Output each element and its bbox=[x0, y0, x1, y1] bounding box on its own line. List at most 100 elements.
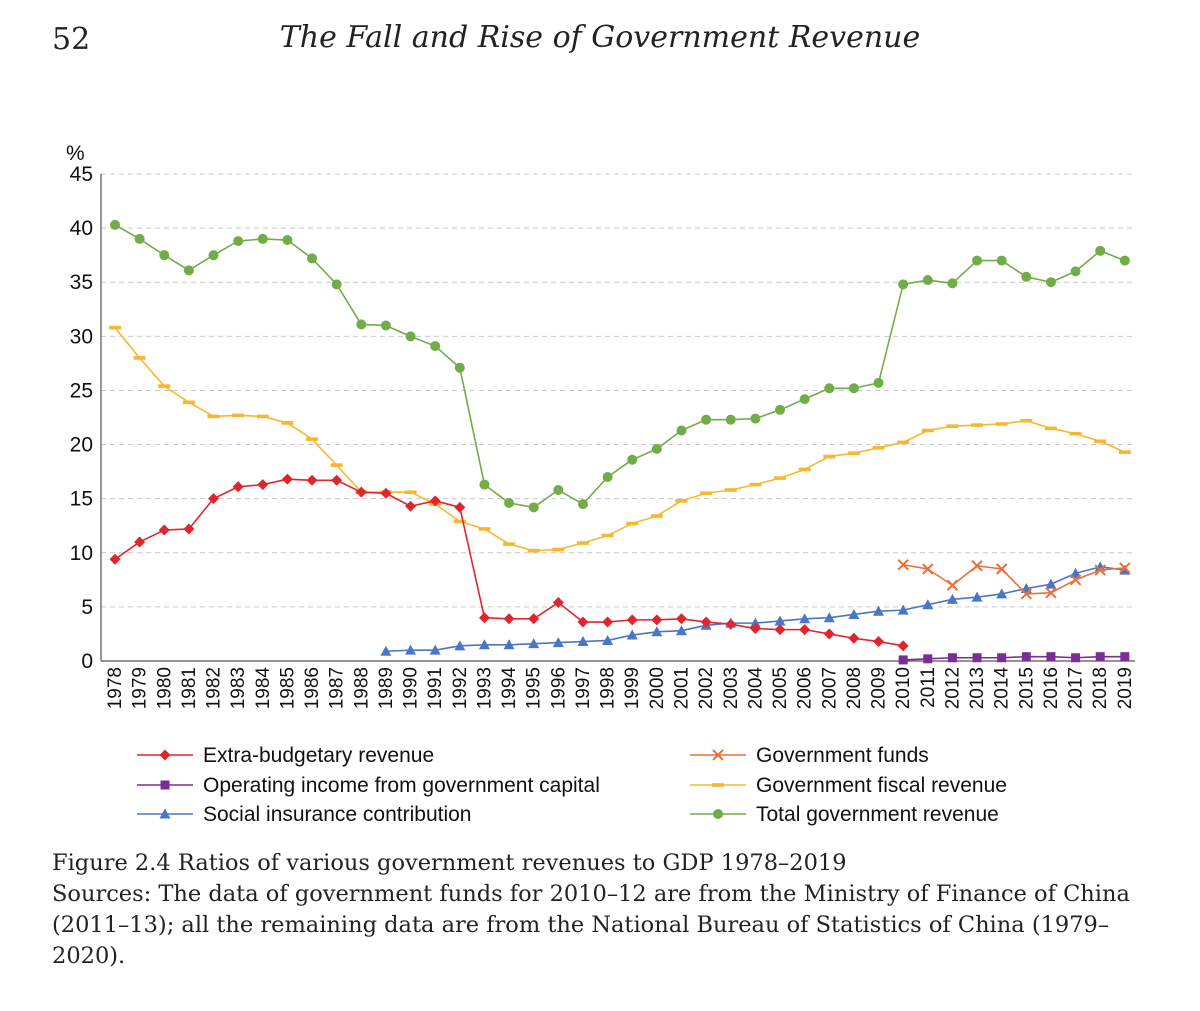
data-point bbox=[701, 414, 712, 425]
data-point bbox=[1119, 255, 1130, 266]
series-operating-income-from-government-capital bbox=[898, 652, 1130, 665]
data-point bbox=[182, 400, 195, 405]
data-point bbox=[1120, 652, 1130, 662]
data-point bbox=[774, 624, 786, 636]
y-tick-label: 45 bbox=[70, 163, 93, 186]
data-point bbox=[504, 497, 515, 508]
legend-item: Operating income from government capital bbox=[137, 774, 600, 797]
x-tick-label: 2001 bbox=[671, 667, 692, 709]
x-tick-label: 2011 bbox=[918, 667, 939, 708]
data-point bbox=[1046, 652, 1056, 662]
running-title: The Fall and Rise of Government Revenue bbox=[279, 20, 921, 55]
data-point bbox=[307, 253, 318, 264]
data-point bbox=[799, 613, 811, 624]
x-tick-label: 1985 bbox=[277, 667, 298, 709]
data-point bbox=[675, 499, 688, 503]
legend-label: Total government revenue bbox=[756, 803, 999, 826]
legend-item: Government funds bbox=[690, 744, 929, 767]
legend: Extra-budgetary revenue Operating income … bbox=[137, 744, 1007, 826]
data-point bbox=[405, 500, 417, 512]
x-tick-label: 1980 bbox=[154, 667, 175, 709]
legend-marker bbox=[712, 749, 724, 761]
data-point bbox=[478, 612, 490, 624]
data-point bbox=[774, 615, 786, 626]
data-point bbox=[971, 423, 984, 427]
x-tick-label: 2005 bbox=[770, 667, 791, 709]
data-point bbox=[725, 618, 737, 630]
data-point bbox=[1044, 426, 1057, 431]
data-point bbox=[281, 421, 294, 425]
x-tick-label: 2000 bbox=[647, 667, 668, 709]
data-point bbox=[208, 493, 220, 505]
data-point bbox=[775, 404, 786, 415]
data-series bbox=[109, 219, 1131, 665]
x-tick-label: 1995 bbox=[524, 667, 545, 709]
data-point bbox=[873, 605, 885, 616]
data-point bbox=[478, 639, 490, 650]
data-point bbox=[972, 255, 983, 266]
data-point bbox=[602, 634, 614, 645]
data-point bbox=[675, 625, 687, 636]
data-point bbox=[356, 319, 367, 330]
data-point bbox=[1094, 439, 1107, 444]
data-point bbox=[601, 533, 614, 538]
data-point bbox=[848, 383, 859, 394]
x-tick-label: 1986 bbox=[302, 667, 323, 709]
data-point bbox=[651, 443, 662, 454]
data-point bbox=[503, 613, 515, 625]
data-point bbox=[922, 599, 934, 610]
data-point bbox=[1095, 652, 1105, 662]
data-point bbox=[553, 485, 564, 496]
legend-label: Extra-budgetary revenue bbox=[203, 744, 434, 767]
data-point bbox=[626, 521, 639, 526]
data-point bbox=[1021, 652, 1031, 662]
data-point bbox=[676, 425, 687, 436]
legend-item: Extra-budgetary revenue bbox=[137, 744, 434, 767]
data-point bbox=[921, 428, 934, 433]
figure-sources: Sources: The data of government funds fo… bbox=[52, 881, 1130, 969]
data-point bbox=[306, 437, 319, 441]
data-point bbox=[873, 636, 885, 648]
data-point bbox=[331, 279, 342, 290]
data-point bbox=[627, 454, 638, 465]
data-point bbox=[405, 644, 417, 655]
data-point bbox=[1045, 277, 1056, 288]
legend-item: Total government revenue bbox=[690, 803, 999, 826]
data-point bbox=[158, 524, 170, 536]
legend-marker bbox=[712, 783, 724, 787]
data-point bbox=[528, 502, 539, 513]
legend-label: Government fiscal revenue bbox=[756, 774, 1007, 797]
data-point bbox=[257, 479, 269, 491]
data-point bbox=[576, 541, 589, 545]
data-point bbox=[750, 413, 761, 424]
data-point bbox=[947, 278, 958, 289]
y-tick-label: 10 bbox=[70, 542, 93, 565]
legend-marker bbox=[159, 749, 171, 761]
data-point bbox=[872, 446, 885, 450]
y-tick-label: 40 bbox=[70, 217, 93, 240]
x-tick-label: 2002 bbox=[696, 667, 717, 709]
data-point bbox=[798, 467, 811, 472]
data-point bbox=[134, 233, 145, 244]
data-point bbox=[724, 488, 737, 492]
data-point bbox=[233, 236, 244, 247]
data-point bbox=[503, 542, 516, 546]
data-point bbox=[602, 472, 613, 483]
y-tick-label: 15 bbox=[70, 488, 93, 511]
data-point bbox=[527, 548, 540, 553]
data-point bbox=[972, 653, 982, 663]
y-tick-labels: 0 5 10 15 20 25 30 35 40 45 bbox=[70, 163, 93, 673]
x-tick-label: 2008 bbox=[844, 667, 865, 709]
x-tick-label: 1993 bbox=[474, 667, 495, 709]
data-point bbox=[923, 654, 933, 664]
y-tick-label: 25 bbox=[70, 379, 93, 402]
data-point bbox=[997, 653, 1007, 663]
gridlines bbox=[101, 173, 1135, 608]
x-tick-label: 1981 bbox=[179, 667, 200, 709]
data-point bbox=[650, 514, 663, 518]
data-point bbox=[158, 384, 171, 388]
data-point bbox=[528, 638, 540, 649]
data-point bbox=[651, 626, 663, 637]
y-tick-label: 20 bbox=[70, 434, 93, 457]
